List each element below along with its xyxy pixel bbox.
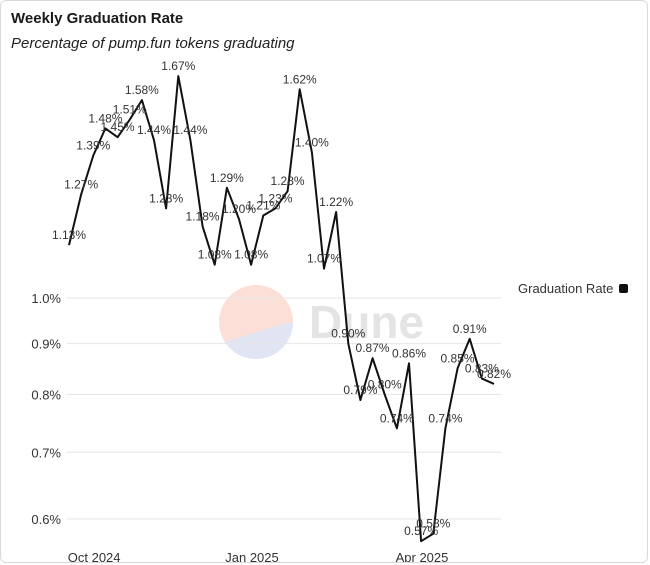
data-label: 1.48% [88,111,122,125]
x-axis-ticks: Oct 2024 Jan 2025 Apr 2025 [68,550,449,563]
data-label: 0.80% [368,378,402,392]
data-labels: 1.13% 1.27% 1.39% 1.48%1.45% 1.51% 1.58% 1.44%… [52,59,511,538]
x-tick-label: Oct 2024 [68,550,121,563]
data-label: 1.21% [246,199,280,213]
data-label: 0.74% [380,411,414,425]
data-label: 0.74% [428,411,462,425]
data-label: 1.67% [161,59,195,73]
data-label: 0.91% [453,322,487,336]
data-label: 1.18% [186,209,220,223]
data-label: 1.23% [149,191,183,205]
data-label: 0.58% [416,517,450,531]
data-label: 0.83% [465,362,499,376]
series-line-graduation-rate[interactable] [68,75,495,543]
data-label: 1.22% [319,195,353,209]
data-label: 1.29% [210,171,244,185]
data-label: 1.51% [113,103,147,117]
y-axis-ticks: 0.6% 0.7% 0.8% 0.9% 1.0% [31,291,61,527]
watermark-text: Dune [309,296,424,348]
y-tick-label: 0.8% [31,388,61,403]
dune-watermark: Dune [219,285,424,359]
data-label: 0.82% [477,367,511,381]
watermark-logo-top [219,285,293,359]
chart-subtitle: Percentage of pump.fun tokens graduating [11,35,295,52]
y-tick-label: 0.7% [31,445,61,460]
data-label: 1.39% [76,139,110,153]
x-tick-label: Apr 2025 [396,550,449,563]
legend-swatch [619,284,629,293]
data-label: 1.44% [173,123,207,137]
data-label: 1.08% [234,248,268,262]
y-grid [67,297,501,520]
y-tick-label: 1.0% [31,291,61,306]
x-tick-label: Jan 2025 [225,550,279,563]
y-tick-label: 0.6% [31,512,61,527]
data-label: 0.85% [441,351,475,365]
data-label: 0.86% [392,346,426,360]
data-label: 1.08% [198,248,232,262]
legend-label: Graduation Rate [518,281,614,296]
data-label: 1.28% [271,174,305,188]
data-label: 1.62% [283,72,317,86]
data-label: 1.20% [222,202,256,216]
data-label: 1.40% [295,135,329,149]
data-label: 0.90% [331,327,365,341]
data-label: 1.58% [125,83,159,97]
data-label: 1.07% [307,252,341,266]
series-line-group [68,75,495,543]
data-label: 1.23% [258,191,292,205]
data-label: 1.13% [52,228,86,242]
chart-title: Weekly Graduation Rate [11,10,184,27]
legend[interactable]: Graduation Rate [518,281,629,296]
data-label: 1.45% [101,120,135,134]
data-label: 1.27% [64,178,98,192]
data-label: 0.57% [404,524,438,538]
data-label: 0.87% [356,341,390,355]
y-tick-label: 0.9% [31,337,61,352]
data-label: 0.79% [343,383,377,397]
data-label: 1.44% [137,123,171,137]
